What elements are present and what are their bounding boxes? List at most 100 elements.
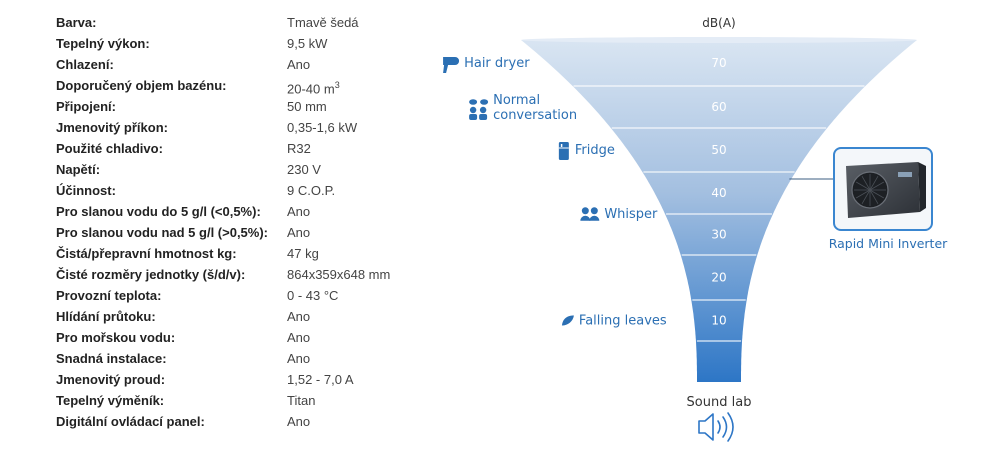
leaf-icon	[561, 315, 574, 326]
spec-value: 1,52 - 7,0 A	[287, 372, 354, 387]
spec-label: Snadná instalace:	[56, 351, 167, 366]
spec-row: Hlídání průtoku: Ano	[56, 306, 476, 327]
db-level-label: 30	[711, 228, 726, 242]
spec-row: Napětí: 230 V	[56, 159, 476, 180]
sound-lab-label: Sound lab	[687, 395, 752, 410]
heat-pump-fan-grille	[869, 189, 885, 199]
spec-row: Tepelný výkon: 9,5 kW	[56, 33, 476, 54]
spec-row: Chlazení: Ano	[56, 54, 476, 75]
spec-row: Jmenovitý proud: 1,52 - 7,0 A	[56, 369, 476, 390]
heat-pump-fan-grille	[869, 181, 885, 191]
spec-value: Ano	[287, 225, 311, 240]
heat-pump-fan-grille	[855, 181, 871, 191]
spec-row: Tepelný výměník: Titan	[56, 390, 476, 411]
spec-row: Připojení: 50 mm	[56, 96, 476, 117]
spec-label: Pro slanou vodu do 5 g/l (<0,5%):	[56, 204, 261, 219]
spec-label: Tepelný výměník:	[56, 393, 165, 408]
sound-funnel	[521, 40, 917, 382]
sound-reference-label: Falling leaves	[579, 314, 667, 329]
spec-row: Jmenovitý příkon: 0,35-1,6 kW	[56, 117, 476, 138]
db-level-label: 70	[711, 56, 726, 70]
spec-row: Pro slanou vodu do 5 g/l (<0,5%): Ano	[56, 201, 476, 222]
spec-label: Hlídání průtoku:	[56, 309, 156, 324]
hair-dryer-icon	[443, 57, 460, 73]
heat-pump-display	[898, 172, 912, 177]
spec-row: Čistá/přepravní hmotnost kg: 47 kg	[56, 243, 476, 264]
spec-label: Tepelný výkon:	[56, 36, 150, 51]
spec-value: Ano	[287, 57, 311, 72]
db-level-label: 50	[711, 143, 726, 157]
speaker-icon	[698, 412, 734, 442]
spec-value: 20-40 m3	[287, 80, 340, 97]
spec-row: Provozní teplota: 0 - 43 °C	[56, 285, 476, 306]
spec-row: Pro mořskou vodu: Ano	[56, 327, 476, 348]
spec-value: Ano	[287, 204, 311, 219]
heat-pump-side	[918, 162, 926, 212]
spec-label: Čistá/přepravní hmotnost kg:	[56, 246, 237, 261]
spec-value: Ano	[287, 414, 311, 429]
spec-value: R32	[287, 141, 311, 156]
spec-label: Pro slanou vodu nad 5 g/l (>0,5%):	[56, 225, 269, 240]
spec-label: Účinnost:	[56, 183, 116, 198]
spec-value: 0,35-1,6 kW	[287, 120, 358, 135]
spec-value: Tmavě šedá	[287, 15, 359, 30]
sound-reference-label: conversation	[493, 108, 577, 123]
sound-reference-label: Whisper	[604, 207, 658, 222]
spec-row: Účinnost: 9 C.O.P.	[56, 180, 476, 201]
spec-label: Čisté rozměry jednotky (š/d/v):	[56, 267, 246, 282]
db-level-label: 10	[711, 314, 726, 328]
spec-value: 47 kg	[287, 246, 319, 261]
conversation-icon	[469, 99, 489, 120]
sound-reference: Fridge	[558, 142, 615, 160]
spec-label: Připojení:	[56, 99, 116, 114]
spec-label: Použité chladivo:	[56, 141, 163, 156]
spec-value: Ano	[287, 351, 311, 366]
spec-value-superscript: 3	[334, 80, 340, 90]
spec-label: Chlazení:	[56, 57, 114, 72]
heat-pump-fan-grille	[861, 189, 871, 205]
spec-value: 864x359x648 mm	[287, 267, 391, 282]
sound-reference: Whisper	[580, 207, 658, 222]
heat-pump-fan-grille	[855, 189, 871, 199]
spec-label: Pro mořskou vodu:	[56, 330, 176, 345]
sound-reference-label: Hair dryer	[464, 56, 530, 71]
spec-row: Barva: Tmavě šedá	[56, 12, 476, 33]
spec-row: Digitální ovládací panel: Ano	[56, 411, 476, 432]
spec-row: Použité chladivo: R32	[56, 138, 476, 159]
heat-pump-image	[833, 147, 933, 231]
db-unit-label: dB(A)	[702, 16, 735, 30]
product-label: Rapid Mini Inverter	[829, 236, 948, 251]
whisper-icon	[580, 207, 600, 221]
spec-value: 9 C.O.P.	[287, 183, 336, 198]
sound-reference-label: Fridge	[575, 143, 615, 158]
spec-row: Doporučený objem bazénu: 20-40 m3	[56, 75, 476, 96]
spec-value: 50 mm	[287, 99, 327, 114]
spec-value: Titan	[287, 393, 316, 408]
spec-label: Provozní teplota:	[56, 288, 162, 303]
heat-pump-fan-grille	[861, 175, 871, 191]
spec-row: Snadná instalace: Ano	[56, 348, 476, 369]
spec-value: 230 V	[287, 162, 321, 177]
heat-pump-fan-grille	[869, 189, 879, 205]
spec-value: Ano	[287, 309, 311, 324]
spec-row: Pro slanou vodu nad 5 g/l (>0,5%): Ano	[56, 222, 476, 243]
spec-label: Digitální ovládací panel:	[56, 414, 205, 429]
spec-label: Napětí:	[56, 162, 101, 177]
spec-value: 0 - 43 °C	[287, 288, 339, 303]
spec-label: Jmenovitý příkon:	[56, 120, 168, 135]
spec-label: Barva:	[56, 15, 97, 30]
spec-label: Jmenovitý proud:	[56, 372, 166, 387]
fridge-icon	[558, 142, 569, 160]
db-level-label: 20	[711, 271, 726, 285]
spec-value: Ano	[287, 330, 311, 345]
heat-pump-fan-grille	[869, 175, 879, 191]
db-level-label: 40	[711, 186, 726, 200]
spec-value: 9,5 kW	[287, 36, 328, 51]
spec-label: Doporučený objem bazénu:	[56, 78, 227, 93]
db-level-label: 60	[711, 100, 726, 114]
sound-reference: Falling leaves	[561, 314, 667, 329]
sound-reference: Hair dryer	[443, 56, 530, 73]
spec-row: Čisté rozměry jednotky (š/d/v): 864x359x6…	[56, 264, 476, 285]
